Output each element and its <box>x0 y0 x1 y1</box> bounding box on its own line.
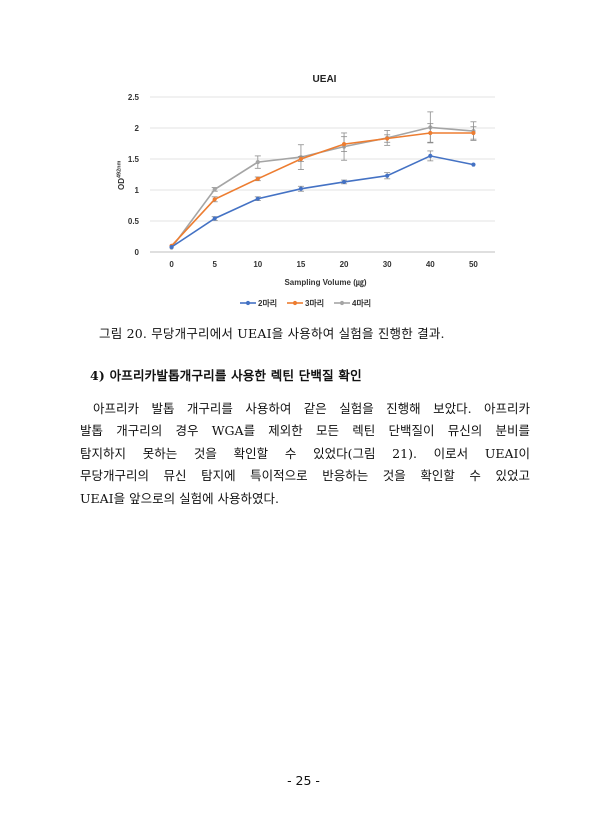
data-point <box>298 186 304 191</box>
body-line: 탐지하지 못하는 것을 확인할 수 있었다(그림 21). 이로서 UEAI이 <box>80 445 530 461</box>
body-paragraph: 아프리카 발톱 개구리를 사용하여 같은 실험을 진행해 보았다. 아프리카 발… <box>80 398 530 510</box>
data-point <box>428 153 433 158</box>
data-point <box>212 216 217 221</box>
data-point <box>298 156 304 162</box>
y-tick-label: 0 <box>135 248 140 257</box>
body-line: 발톱 개구리의 경우 WGA를 제외한 모든 렉틴 단백질이 뮤신의 분비를 <box>80 423 530 439</box>
x-tick-label: 15 <box>296 260 305 269</box>
section-title: 4) 아프리카발톱개구리를 사용한 렉틴 단백질 확인 <box>90 368 362 383</box>
y-tick-label: 2.5 <box>128 93 140 102</box>
data-point <box>212 197 217 202</box>
x-tick-label: 5 <box>212 260 217 269</box>
data-point <box>341 179 347 185</box>
y-tick-label: 2 <box>135 124 140 133</box>
data-point <box>255 196 260 201</box>
y-axis-label: OD492nm <box>117 160 127 190</box>
data-point <box>341 142 347 147</box>
body-line: UEAI을 앞으로의 실험에 사용하였다. <box>80 490 280 506</box>
body-line: 아프리카 발톱 개구리를 사용하여 같은 실험을 진행해 보았다. 아프리카 <box>93 401 530 416</box>
body-line: 무당개구리의 뮤신 탐지에 특이적으로 반응하는 것을 확인할 수 있었고 <box>80 468 530 484</box>
data-point <box>471 130 476 136</box>
chart-title: UEAI <box>313 74 337 85</box>
y-tick-label: 0.5 <box>128 217 140 226</box>
legend-label: 2마리 <box>258 298 277 308</box>
x-tick-label: 0 <box>169 260 174 269</box>
x-tick-label: 20 <box>340 260 349 269</box>
figure-caption: 그림 20. 무당개구리에서 UEAI을 사용하여 실험을 진행한 결과. <box>99 326 445 341</box>
page-number: - 25 - <box>287 773 320 788</box>
data-point <box>212 187 217 192</box>
data-point <box>255 176 260 181</box>
series-line <box>171 132 474 247</box>
line-chart: UEAI 0 0.5 1 1.5 2 2.5 0 5 10 15 20 30 40 50 Sampling V… <box>117 74 495 308</box>
y-tick-label: 1.5 <box>128 155 140 164</box>
x-tick-label: 40 <box>426 260 435 269</box>
series-line <box>171 155 474 248</box>
data-point <box>471 162 476 167</box>
x-axis-label: Sampling Volume (㎍) <box>284 278 366 288</box>
x-tick-label: 30 <box>383 260 392 269</box>
legend-swatch-marker <box>245 300 251 306</box>
legend-label: 4마리 <box>352 298 371 308</box>
series-line <box>170 126 474 249</box>
data-point <box>385 136 390 141</box>
data-point <box>169 244 174 250</box>
x-tick-label: 50 <box>469 260 478 269</box>
legend-swatch-marker <box>339 300 345 306</box>
y-tick-label: 1 <box>135 186 140 195</box>
data-point <box>428 130 433 136</box>
data-point <box>255 160 260 165</box>
x-tick-label: 10 <box>253 260 262 269</box>
chart: UEAI 0 0.5 1 1.5 2 2.5 0 5 10 15 20 30 40 50 Sampling V… <box>0 0 607 320</box>
legend-label: 3마리 <box>305 298 324 308</box>
legend-swatch-marker <box>292 300 298 306</box>
data-point <box>385 173 390 178</box>
